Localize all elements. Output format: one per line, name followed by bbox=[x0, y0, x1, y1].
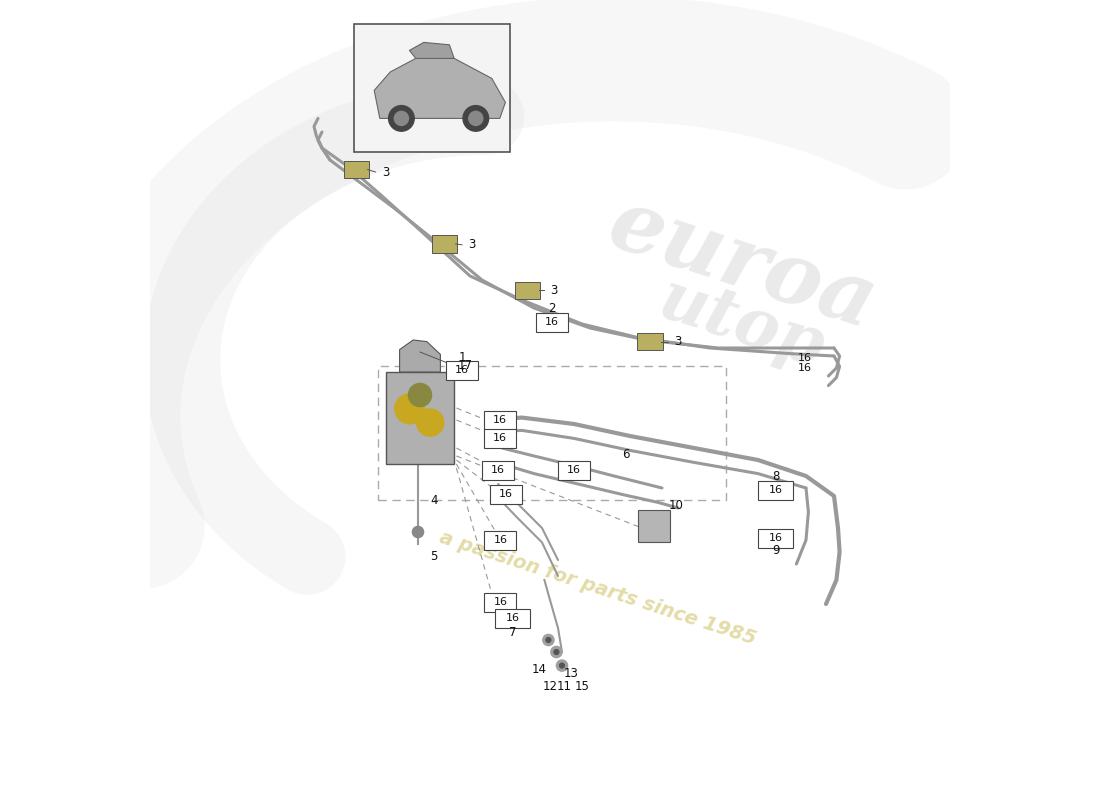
Text: 16: 16 bbox=[544, 317, 559, 326]
Bar bbox=[482, 461, 514, 480]
Text: 16: 16 bbox=[493, 433, 507, 442]
Text: 16: 16 bbox=[494, 535, 507, 545]
Bar bbox=[484, 531, 516, 550]
Circle shape bbox=[546, 638, 551, 642]
Bar bbox=[536, 313, 568, 332]
Bar bbox=[758, 481, 793, 500]
Circle shape bbox=[557, 660, 568, 671]
Bar bbox=[490, 485, 522, 504]
Circle shape bbox=[551, 646, 562, 658]
FancyBboxPatch shape bbox=[343, 161, 370, 178]
Polygon shape bbox=[409, 42, 454, 58]
Text: 13: 13 bbox=[564, 667, 579, 680]
Circle shape bbox=[469, 111, 483, 126]
Text: 4: 4 bbox=[430, 494, 438, 506]
Text: 5: 5 bbox=[430, 550, 438, 562]
Circle shape bbox=[395, 111, 408, 126]
Text: 6: 6 bbox=[621, 448, 629, 461]
Bar bbox=[484, 429, 516, 448]
Text: 2: 2 bbox=[548, 302, 556, 314]
Circle shape bbox=[463, 106, 488, 131]
Text: 11: 11 bbox=[557, 680, 572, 693]
Text: 8: 8 bbox=[772, 470, 779, 482]
Text: utop: utop bbox=[651, 266, 833, 382]
Bar bbox=[638, 510, 670, 542]
Circle shape bbox=[542, 634, 554, 646]
Text: 16: 16 bbox=[491, 465, 505, 474]
Text: euroa: euroa bbox=[598, 182, 887, 346]
Circle shape bbox=[554, 650, 559, 654]
Bar bbox=[386, 372, 454, 464]
Text: 17: 17 bbox=[458, 359, 473, 372]
Text: 16: 16 bbox=[505, 613, 519, 622]
Text: 16: 16 bbox=[493, 415, 507, 425]
Text: 7: 7 bbox=[508, 626, 516, 638]
Bar bbox=[484, 411, 516, 430]
Text: 15: 15 bbox=[574, 680, 590, 693]
Bar bbox=[378, 366, 726, 500]
Circle shape bbox=[417, 409, 443, 436]
FancyBboxPatch shape bbox=[515, 282, 540, 299]
Text: 10: 10 bbox=[669, 499, 683, 512]
Text: 16: 16 bbox=[798, 363, 812, 373]
Text: 3: 3 bbox=[382, 166, 389, 178]
Bar bbox=[495, 609, 530, 628]
Text: 16: 16 bbox=[769, 485, 782, 494]
Text: 14: 14 bbox=[532, 663, 547, 676]
Bar bbox=[758, 529, 793, 548]
Text: 16: 16 bbox=[499, 489, 513, 498]
Circle shape bbox=[408, 383, 431, 406]
Text: 16: 16 bbox=[566, 465, 581, 474]
Circle shape bbox=[388, 106, 415, 131]
Text: a passion for parts since 1985: a passion for parts since 1985 bbox=[438, 528, 759, 648]
Text: 16: 16 bbox=[455, 365, 469, 374]
Text: 1: 1 bbox=[459, 351, 465, 364]
Text: 12: 12 bbox=[542, 680, 558, 693]
Bar bbox=[354, 24, 510, 152]
Text: 3: 3 bbox=[674, 335, 681, 348]
Bar bbox=[484, 593, 516, 612]
Polygon shape bbox=[374, 58, 505, 118]
Text: 16: 16 bbox=[798, 354, 812, 363]
Text: 9: 9 bbox=[772, 544, 779, 557]
Circle shape bbox=[412, 526, 424, 538]
Circle shape bbox=[560, 663, 564, 668]
Text: 16: 16 bbox=[769, 533, 782, 542]
FancyBboxPatch shape bbox=[431, 235, 458, 253]
Bar bbox=[446, 361, 478, 380]
Circle shape bbox=[395, 394, 425, 424]
Polygon shape bbox=[399, 340, 440, 372]
FancyBboxPatch shape bbox=[637, 333, 663, 350]
Text: 16: 16 bbox=[494, 597, 507, 606]
Bar bbox=[558, 461, 590, 480]
Text: 3: 3 bbox=[469, 238, 476, 251]
Text: 3: 3 bbox=[550, 284, 558, 297]
